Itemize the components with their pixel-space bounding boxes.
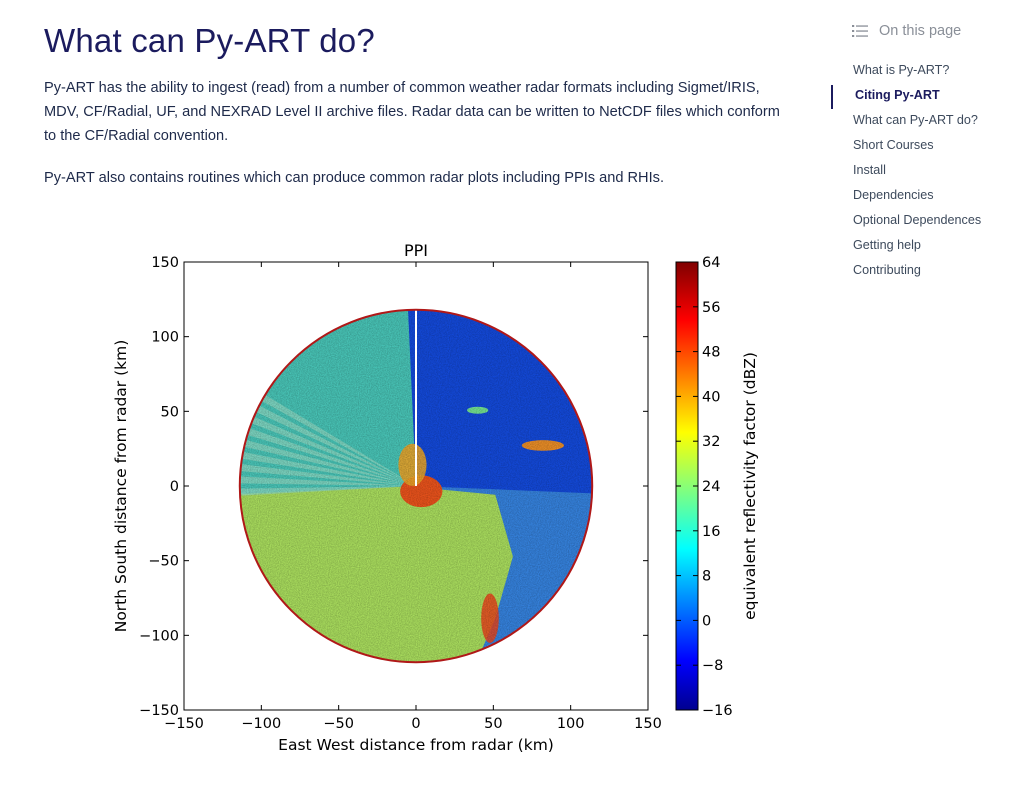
x-tick-label: 150 bbox=[634, 716, 662, 732]
toc-link[interactable]: Short Courses bbox=[853, 138, 934, 152]
toc-link[interactable]: Citing Py-ART bbox=[831, 85, 1011, 112]
toc-list: What is Py-ART? Citing Py-ART What can Py-… bbox=[831, 62, 1011, 287]
x-tick-label: −100 bbox=[241, 716, 281, 732]
x-tick-label: 50 bbox=[484, 716, 502, 732]
list-icon bbox=[852, 24, 868, 38]
toc-link[interactable]: Install bbox=[853, 163, 886, 177]
x-tick-label: 0 bbox=[411, 716, 420, 732]
colorbar-tick-label: −16 bbox=[702, 703, 733, 719]
y-tick-label: −150 bbox=[139, 703, 179, 719]
y-tick-label: −50 bbox=[148, 554, 179, 570]
colorbar-tick-label: 24 bbox=[702, 479, 720, 495]
paragraph-formats: Py-ART has the ability to ingest (read) … bbox=[44, 80, 780, 144]
chart-title: PPI bbox=[404, 241, 428, 260]
toc-link[interactable]: Contributing bbox=[853, 263, 921, 277]
chart-xlabel: East West distance from radar (km) bbox=[278, 736, 554, 754]
colorbar-tick-label: 40 bbox=[702, 389, 720, 405]
ppi-figure: −150 −100 −50 0 50 100 150 150 100 50 0 −50 −100 −150… bbox=[104, 232, 784, 772]
colorbar-tick-label: 56 bbox=[702, 300, 720, 316]
colorbar-tick-label: −8 bbox=[702, 658, 723, 674]
colorbar-tick-label: 48 bbox=[702, 345, 720, 361]
range-ring bbox=[238, 308, 594, 664]
toc-heading: On this page bbox=[852, 23, 961, 39]
chart-ylabel: North South distance from radar (km) bbox=[112, 340, 130, 633]
x-tick-label: −50 bbox=[323, 716, 354, 732]
x-tick-label: −150 bbox=[164, 716, 204, 732]
y-tick-label: −100 bbox=[139, 628, 179, 644]
radar-field bbox=[239, 309, 593, 663]
colorbar-tick-label: 0 bbox=[702, 613, 711, 629]
toc-link[interactable]: Dependencies bbox=[853, 188, 934, 202]
x-tick-label: 100 bbox=[557, 716, 585, 732]
y-tick-label: 0 bbox=[170, 479, 179, 495]
colorbar-label: equivalent reflectivity factor (dBZ) bbox=[741, 352, 759, 620]
toc-heading-label: On this page bbox=[879, 23, 962, 39]
page-title: What can Py-ART do? bbox=[44, 22, 375, 59]
paragraph-plots: Py-ART also contains routines which can … bbox=[44, 170, 664, 186]
y-tick-label: 150 bbox=[151, 255, 179, 271]
toc-link[interactable]: Getting help bbox=[853, 238, 921, 252]
colorbar-tick-label: 16 bbox=[702, 524, 720, 540]
toc-link[interactable]: What is Py-ART? bbox=[853, 63, 950, 77]
y-tick-label: 100 bbox=[151, 330, 179, 346]
toc-link[interactable]: Optional Dependences bbox=[853, 213, 982, 227]
toc-link[interactable]: What can Py-ART do? bbox=[853, 113, 978, 127]
ppi-chart: −150 −100 −50 0 50 100 150 150 100 50 0 −50 −100 −150… bbox=[112, 241, 759, 754]
colorbar-tick-label: 64 bbox=[702, 255, 720, 271]
y-tick-label: 50 bbox=[161, 404, 179, 420]
colorbar-tick-label: 8 bbox=[702, 569, 711, 585]
colorbar-tick-label: 32 bbox=[702, 434, 720, 450]
